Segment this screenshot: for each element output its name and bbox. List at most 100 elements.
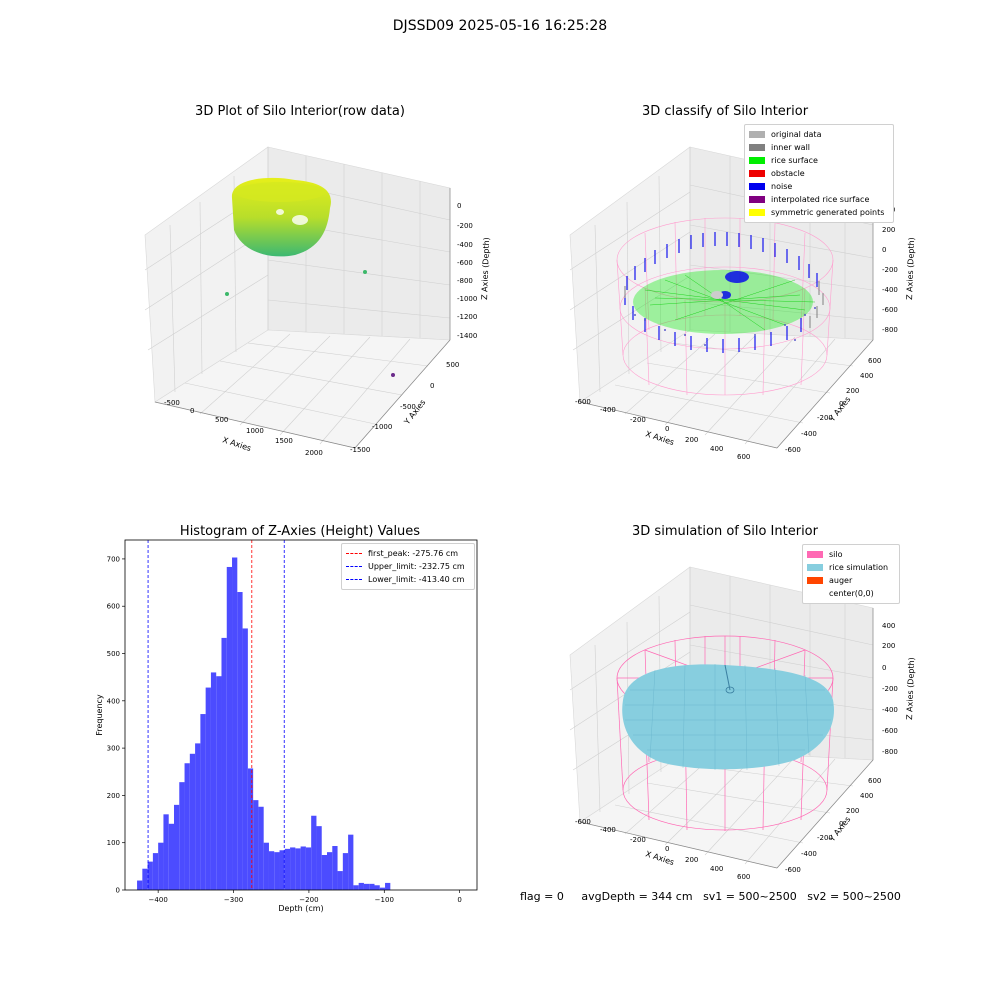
histogram-bar <box>332 846 338 890</box>
legend-swatch <box>749 131 765 138</box>
plot4-3d-axes: -600 -400 -200 0 200 400 600 X Axies 600… <box>569 566 916 880</box>
histogram-bar <box>137 880 143 890</box>
histogram-bar <box>305 847 312 890</box>
plot2-ytick: 0 <box>839 400 843 408</box>
plot2-ztick: -400 <box>882 286 898 294</box>
histogram-xtick-label: −100 <box>375 896 394 904</box>
histogram-legend: first_peak: -275.76 cm Upper_limit: -232… <box>341 543 475 590</box>
legend-swatch <box>749 144 765 151</box>
histogram-bar <box>379 887 386 890</box>
legend-swatch <box>807 577 823 584</box>
histogram-bar <box>226 566 233 890</box>
histogram-bar <box>247 768 254 890</box>
histogram-chart: −400 −300 −200 −100 0 0 100 200 300 400 500 600 700… <box>95 539 478 913</box>
histogram-bar <box>295 848 301 890</box>
legend-line <box>346 553 362 554</box>
legend-label: center(0,0) <box>829 589 874 598</box>
plot4-ztick: -200 <box>882 685 898 693</box>
plot1-ztick: -1000 <box>457 295 477 303</box>
legend-item: symmetric generated points <box>749 206 887 219</box>
plot4-ytick: 600 <box>868 777 881 785</box>
histogram-bar <box>358 882 364 890</box>
figure-suptitle: DJSSD09 2025-05-16 16:25:28 <box>392 18 608 34</box>
legend-swatch <box>749 170 765 177</box>
legend-label: rice simulation <box>829 563 889 572</box>
histogram-bar <box>311 815 317 890</box>
histogram-x-ticks: −400 −300 −200 −100 0 <box>149 890 462 904</box>
plot4-ztick: -800 <box>882 748 898 756</box>
plot1-ztick: 0 <box>457 202 461 210</box>
histogram-bar <box>205 687 211 890</box>
plot4-legend: silo rice simulation auger center(0,0) <box>802 544 900 604</box>
histogram-bar <box>173 804 180 890</box>
histogram-bar <box>163 814 169 890</box>
legend-item: Upper_limit: -232.75 cm <box>346 560 468 573</box>
plot2-silo-wireframe <box>616 217 834 396</box>
plot2-xtick: -600 <box>575 398 591 406</box>
histogram-bar <box>179 782 185 890</box>
plot4-xtick: -200 <box>630 836 646 844</box>
plot4-ytick: 0 <box>839 820 843 828</box>
histogram-bar <box>195 743 201 890</box>
plot4-ztick: 200 <box>882 642 895 650</box>
plot2-xtick: -200 <box>630 416 646 424</box>
legend-swatch <box>749 196 765 203</box>
plot1-xtick: -500 <box>164 399 180 407</box>
plot4-ytick: -600 <box>785 866 801 874</box>
plot1-ztick: -800 <box>457 277 473 285</box>
histogram-bar <box>168 823 174 890</box>
plot1-y-ticks: 500 0 -500 -1000 -1500 <box>350 361 459 454</box>
plot2-ytick: -600 <box>785 446 801 454</box>
histogram-bar <box>189 753 196 890</box>
plot2-xtick: 600 <box>737 453 750 460</box>
histogram-bar <box>263 842 269 890</box>
plot4-auger <box>724 664 731 691</box>
legend-item: inner wall <box>749 141 887 154</box>
histogram-frame <box>124 539 478 891</box>
histogram-bar <box>300 846 306 890</box>
legend-label: Lower_limit: -413.40 cm <box>368 575 465 584</box>
histogram-bar <box>210 672 217 890</box>
plot1-ytick: 500 <box>446 361 459 369</box>
histogram-xtick-label: −200 <box>299 896 318 904</box>
plot4-ytick: 200 <box>846 807 859 815</box>
plot4-ztick: 0 <box>882 664 886 672</box>
histogram-bar <box>258 806 264 890</box>
legend-item: original data <box>749 128 887 141</box>
plot1-ytick: 0 <box>430 382 434 390</box>
plot1-z-ticks: 0 -200 -400 -600 -800 -1000 -1200 -1400 <box>457 202 477 340</box>
flag-value: flag = 0 <box>520 890 564 903</box>
histogram-y-ticks: 0 100 200 300 400 500 600 700 <box>107 555 125 895</box>
legend-item: interpolated rice surface <box>749 193 887 206</box>
histogram-xtick-label: 0 <box>457 896 461 904</box>
histogram-bar <box>242 628 248 890</box>
histogram-xtick-label: −300 <box>224 896 243 904</box>
plot2-ytick: 600 <box>868 357 881 365</box>
legend-swatch <box>807 590 823 597</box>
plot1-xtick: 2000 <box>305 449 323 457</box>
histogram-ytick-label: 100 <box>107 839 120 847</box>
plot4-xtick: -600 <box>575 818 591 826</box>
histogram-ytick-label: 200 <box>107 792 120 800</box>
plot2-ztick: 0 <box>882 246 886 254</box>
plot2-xtick: -400 <box>600 406 616 414</box>
histogram-bar <box>274 852 280 890</box>
plot1-title: 3D Plot of Silo Interior(row data) <box>195 104 405 119</box>
plot1-ytick: -1500 <box>350 446 370 454</box>
histogram-bar <box>290 847 296 890</box>
plot1-ztick: -200 <box>457 222 473 230</box>
legend-line <box>346 579 362 580</box>
plot1-ztick: -600 <box>457 259 473 267</box>
histogram-title: Histogram of Z-Axies (Height) Values <box>179 524 421 539</box>
legend-item: noise <box>749 180 887 193</box>
plot1-ztick: -400 <box>457 241 473 249</box>
plot1-xtick: 500 <box>215 416 228 424</box>
plot2-ytick: -200 <box>817 414 833 422</box>
histogram-bar <box>253 800 259 890</box>
histogram-bar <box>316 826 322 890</box>
histogram-ytick-label: 300 <box>107 745 120 753</box>
plot2-ytick: -400 <box>801 430 817 438</box>
plot4-xtick: 400 <box>710 865 723 873</box>
plot1-ztick: -1400 <box>457 332 477 340</box>
plot4-ztick: -400 <box>882 706 898 714</box>
